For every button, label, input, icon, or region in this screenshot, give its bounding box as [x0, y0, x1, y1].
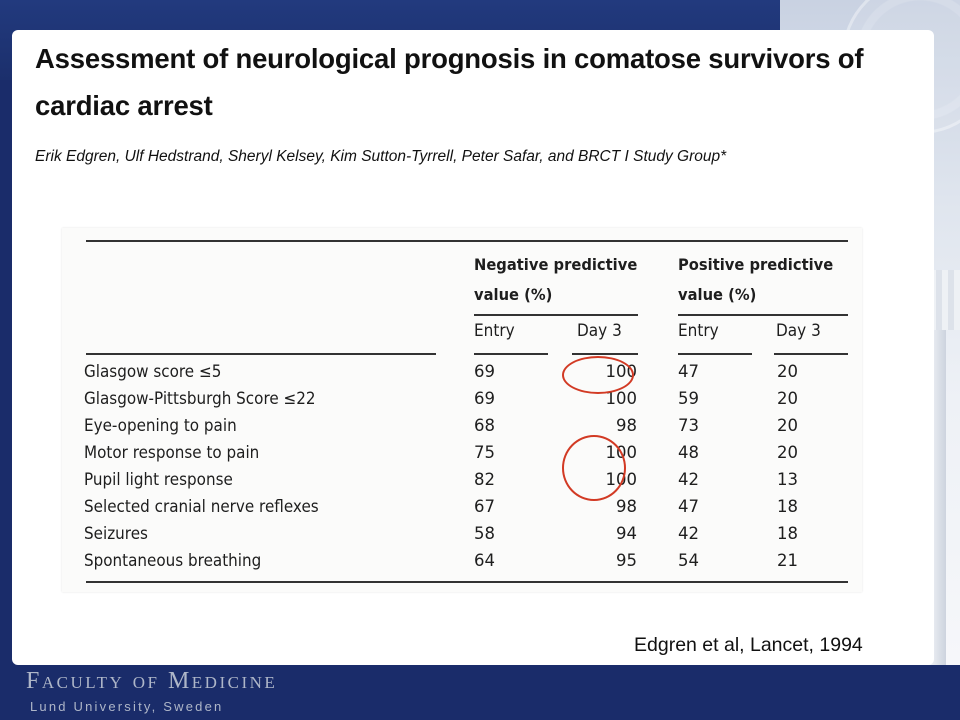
slide-title: Assessment of neurological prognosis in … [35, 43, 864, 121]
ppv-day3-value: 20 [777, 416, 798, 435]
header-positive-line2: value (%) [678, 285, 757, 304]
row-label: Glasgow-Pittsburgh Score ≤22 [84, 389, 316, 408]
table-row: Pupil light response 82 100 42 13 [84, 466, 854, 493]
npv-entry-value: 69 [474, 362, 495, 381]
npv-day3-value: 98 [616, 416, 637, 435]
author-list: Erik Edgren, Ulf Hedstrand, Sheryl Kelse… [35, 148, 727, 165]
subheader-npv-entry: Entry [474, 321, 515, 341]
header-negative-line1: Negative predictive [474, 255, 638, 274]
table-rule-label [86, 353, 436, 355]
ppv-entry-value: 73 [678, 416, 699, 435]
ppv-day3-value: 20 [777, 389, 798, 408]
table-row: Eye-opening to pain 68 98 73 20 [84, 412, 854, 439]
subheader-ppv-day3: Day 3 [776, 321, 821, 341]
ppv-entry-value: 42 [678, 470, 699, 489]
npv-entry-value: 67 [474, 497, 495, 516]
row-label: Pupil light response [84, 470, 233, 489]
npv-day3-value: 95 [616, 551, 637, 570]
table-rule-sub [678, 353, 752, 355]
header-positive-line1: Positive predictive [678, 255, 834, 274]
npv-entry-value: 75 [474, 443, 495, 462]
table-rule-positive [678, 314, 848, 316]
table-rule-sub [774, 353, 848, 355]
npv-day3-value: 94 [616, 524, 637, 543]
row-label: Motor response to pain [84, 443, 260, 462]
subheader-ppv-entry: Entry [678, 321, 719, 341]
header-positive-predictive: Positive predictive value (%) [678, 250, 833, 310]
table-rule-sub [572, 353, 638, 355]
header-negative-line2: value (%) [474, 285, 553, 304]
table-row: Glasgow score ≤5 69 100 47 20 [84, 358, 854, 385]
row-label: Selected cranial nerve reflexes [84, 497, 319, 516]
npv-entry-value: 58 [474, 524, 495, 543]
table-rule-negative [474, 314, 638, 316]
ppv-entry-value: 42 [678, 524, 699, 543]
ppv-entry-value: 48 [678, 443, 699, 462]
ppv-day3-value: 21 [777, 551, 798, 570]
ppv-entry-value: 47 [678, 362, 699, 381]
header-negative-predictive: Negative predictive value (%) [474, 250, 637, 310]
table-rule-bottom [86, 581, 848, 583]
row-label: Glasgow score ≤5 [84, 362, 222, 381]
ppv-entry-value: 59 [678, 389, 699, 408]
ppv-entry-value: 47 [678, 497, 699, 516]
table-rule-sub [474, 353, 548, 355]
npv-entry-value: 68 [474, 416, 495, 435]
faculty-logo-text: Faculty of Medicine [26, 668, 278, 694]
ppv-day3-value: 20 [777, 443, 798, 462]
citation: Edgren et al, Lancet, 1994 [634, 634, 863, 656]
ppv-day3-value: 20 [777, 362, 798, 381]
subheader-npv-day3: Day 3 [577, 321, 622, 341]
ppv-day3-value: 18 [777, 497, 798, 516]
table-row: Seizures 58 94 42 18 [84, 520, 854, 547]
table-row: Motor response to pain 75 100 48 20 [84, 439, 854, 466]
npv-entry-value: 64 [474, 551, 495, 570]
npv-entry-value: 69 [474, 389, 495, 408]
row-label: Spontaneous breathing [84, 551, 262, 570]
npv-day3-value: 98 [616, 497, 637, 516]
ppv-day3-value: 18 [777, 524, 798, 543]
table-rule-top [86, 240, 848, 242]
row-label: Seizures [84, 524, 148, 543]
npv-day3-value: 100 [605, 389, 638, 408]
ppv-day3-value: 13 [777, 470, 798, 489]
row-label: Eye-opening to pain [84, 416, 237, 435]
highlight-circle [562, 356, 634, 394]
npv-entry-value: 82 [474, 470, 495, 489]
university-name: Lund University, Sweden [30, 699, 224, 714]
table-row: Spontaneous breathing 64 95 54 21 [84, 547, 854, 574]
highlight-circle [562, 435, 626, 501]
table-row: Selected cranial nerve reflexes 67 98 47… [84, 493, 854, 520]
table-body: Glasgow score ≤5 69 100 47 20 Glasgow-Pi… [84, 358, 854, 574]
results-table: Negative predictive value (%) Positive p… [62, 228, 862, 592]
ppv-entry-value: 54 [678, 551, 699, 570]
table-row: Glasgow-Pittsburgh Score ≤22 69 100 59 2… [84, 385, 854, 412]
